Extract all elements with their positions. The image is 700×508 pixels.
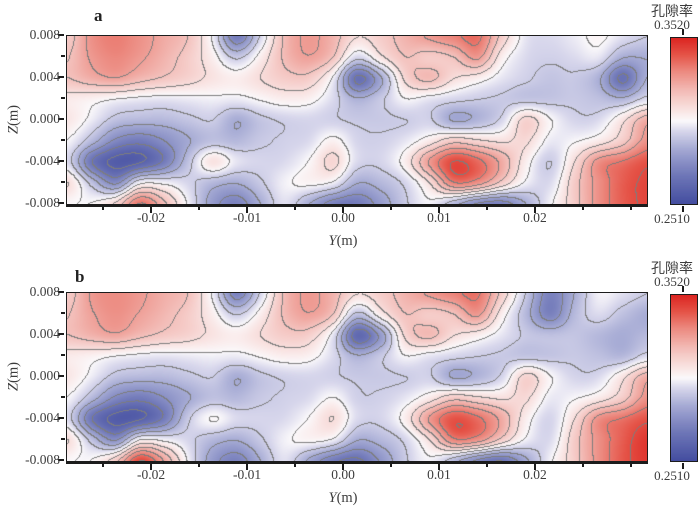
- x-major-tick: [534, 206, 536, 213]
- y-axis-title: Y(m): [328, 490, 358, 506]
- contour-canvas-a: [67, 36, 647, 204]
- contour-plot-b: [66, 292, 648, 464]
- z-major-tick: [58, 160, 65, 162]
- x-major-tick: [438, 463, 440, 470]
- colorbar-canvas-b: [671, 295, 697, 461]
- colorbar-max-label: 0.3520: [654, 274, 690, 289]
- panel-b: b Z(m) Y(m) 孔隙率 0.3520 0.2510 -0.02 -0.01…: [0, 257, 700, 508]
- x-tick-label: -0.02: [136, 210, 166, 225]
- x-minor-tick: [390, 206, 392, 210]
- z-major-tick: [58, 333, 65, 335]
- z-major-tick: [58, 76, 65, 78]
- x-tick-label: 0.00: [331, 210, 355, 225]
- z-minor-tick: [60, 97, 65, 99]
- colorbar-bottom-tick: [682, 206, 684, 212]
- colorbar-title: 孔隙率: [651, 262, 693, 277]
- z-tick-label: 0.004: [29, 68, 60, 84]
- z-major-tick: [58, 118, 65, 120]
- z-major-tick: [58, 202, 65, 204]
- panel-a: a Z(m) Y(m) 孔隙率 0.3520 0.2510 -0.02 -0.01…: [6, 5, 698, 249]
- z-tick-label: -0.008: [25, 194, 60, 210]
- x-tick-label: -0.01: [232, 467, 262, 482]
- z-major-tick: [58, 417, 65, 419]
- z-minor-tick: [60, 396, 65, 398]
- y-axis-title: Y(m): [328, 233, 358, 249]
- z-minor-tick: [60, 312, 65, 314]
- x-minor-tick: [630, 206, 632, 210]
- x-minor-tick: [582, 463, 584, 467]
- z-tick-label: -0.008: [25, 451, 60, 467]
- x-minor-tick: [294, 206, 296, 210]
- x-major-tick: [150, 463, 152, 470]
- colorbar-title: 孔隙率: [651, 5, 693, 20]
- z-tick-label: 0.000: [29, 367, 60, 383]
- x-minor-tick: [582, 206, 584, 210]
- colorbar-max-label: 0.3520: [654, 17, 690, 32]
- colorbar-b: [670, 294, 698, 462]
- colorbar-min-label: 0.2510: [654, 468, 690, 483]
- x-tick-label: 0.02: [523, 467, 547, 482]
- x-major-tick: [342, 463, 344, 470]
- z-minor-tick: [60, 55, 65, 57]
- z-major-tick: [58, 291, 65, 293]
- x-minor-tick: [486, 206, 488, 210]
- contour-plot-a: [66, 35, 648, 207]
- x-tick-label: 0.01: [427, 210, 451, 225]
- z-tick-label: -0.004: [25, 409, 60, 425]
- colorbar-top-tick: [682, 29, 684, 35]
- x-major-tick: [342, 206, 344, 213]
- x-major-tick: [534, 463, 536, 470]
- x-major-tick: [246, 206, 248, 213]
- x-tick-label: 0.00: [331, 467, 355, 482]
- z-minor-tick: [60, 438, 65, 440]
- z-tick-label: 0.004: [29, 325, 60, 341]
- x-major-tick: [150, 206, 152, 213]
- colorbar-top-tick: [682, 286, 684, 292]
- z-tick-label: 0.008: [29, 26, 60, 42]
- x-minor-tick: [294, 463, 296, 467]
- z-major-tick: [58, 34, 65, 36]
- x-minor-tick: [198, 463, 200, 467]
- panel-b-label: b: [75, 267, 85, 286]
- z-tick-label: -0.004: [25, 152, 60, 168]
- colorbar-bottom-tick: [682, 463, 684, 469]
- x-tick-label: -0.02: [136, 467, 166, 482]
- z-major-tick: [58, 459, 65, 461]
- x-minor-tick: [630, 463, 632, 467]
- colorbar-canvas-a: [671, 38, 697, 204]
- z-minor-tick: [60, 181, 65, 183]
- x-major-tick: [438, 206, 440, 213]
- x-minor-tick: [102, 463, 104, 467]
- colorbar-min-label: 0.2510: [654, 211, 690, 226]
- x-tick-label: 0.01: [427, 467, 451, 482]
- x-minor-tick: [486, 463, 488, 467]
- z-major-tick: [58, 375, 65, 377]
- z-tick-label: 0.008: [29, 283, 60, 299]
- x-tick-label: -0.01: [232, 210, 262, 225]
- x-minor-tick: [390, 463, 392, 467]
- panel-a-label: a: [94, 6, 103, 25]
- contour-canvas-b: [67, 293, 647, 461]
- x-tick-label: 0.02: [523, 210, 547, 225]
- colorbar-a: [670, 37, 698, 205]
- x-major-tick: [246, 463, 248, 470]
- z-minor-tick: [60, 354, 65, 356]
- z-tick-label: 0.000: [29, 110, 60, 126]
- x-minor-tick: [198, 206, 200, 210]
- z-minor-tick: [60, 139, 65, 141]
- x-minor-tick: [102, 206, 104, 210]
